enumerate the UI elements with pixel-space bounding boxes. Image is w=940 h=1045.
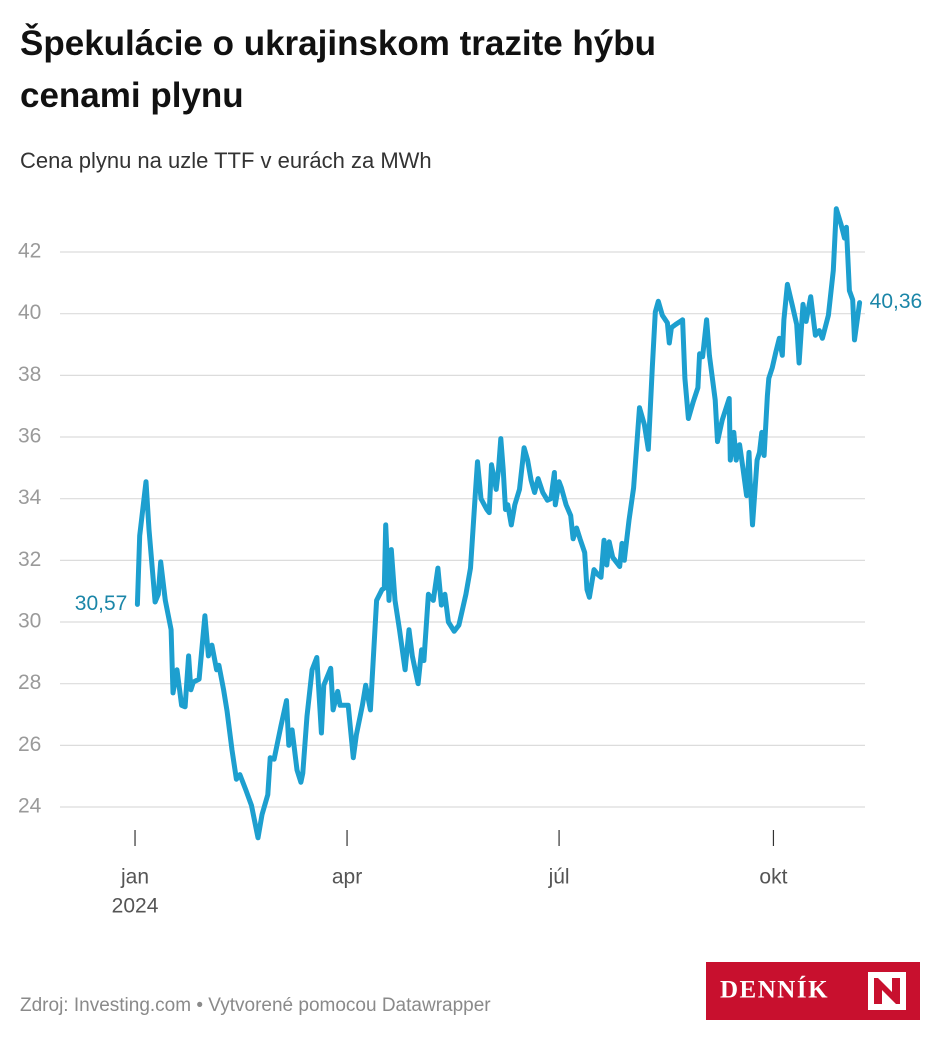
y-tick-label: 24 bbox=[18, 795, 42, 818]
y-tick-label: 36 bbox=[18, 425, 41, 448]
x-tick-label: okt bbox=[759, 866, 787, 889]
logo: DENNÍK bbox=[706, 962, 920, 1020]
logo-icon bbox=[868, 972, 906, 1010]
x-year-label: 2024 bbox=[112, 895, 159, 918]
line bbox=[134, 206, 863, 841]
chart-subtitle: Cena plynu na uzle TTF v eurách za MWh bbox=[20, 148, 432, 173]
x-tick-label: apr bbox=[332, 866, 362, 889]
y-tick-label: 38 bbox=[18, 363, 41, 386]
y-tick-label: 40 bbox=[18, 301, 41, 324]
logo-box bbox=[706, 962, 920, 1020]
y-tick-label: 26 bbox=[18, 733, 41, 756]
plot: 24 26 28 30 32 34 36 38 40 42 jan 2024 apr júl okt 30,5… bbox=[18, 206, 923, 918]
y-tick-label: 30 bbox=[18, 610, 41, 633]
point-label: 40,36 bbox=[870, 290, 923, 313]
source: Zdroj: Investing.com • Vytvorené pomocou… bbox=[20, 995, 491, 1016]
y-tick-label: 34 bbox=[18, 486, 42, 509]
x-tick-label: júl bbox=[548, 866, 570, 889]
y-tick-label: 42 bbox=[18, 240, 41, 263]
y-tick-label: 32 bbox=[18, 548, 41, 571]
x-tick-label: jan bbox=[120, 866, 149, 889]
chart-title: Špekulácie o ukrajinskom trazite hýbu cen… bbox=[20, 23, 656, 115]
point-label: 30,57 bbox=[75, 592, 128, 615]
logo-text: DENNÍK bbox=[720, 976, 829, 1004]
y-tick-label: 28 bbox=[18, 671, 41, 694]
